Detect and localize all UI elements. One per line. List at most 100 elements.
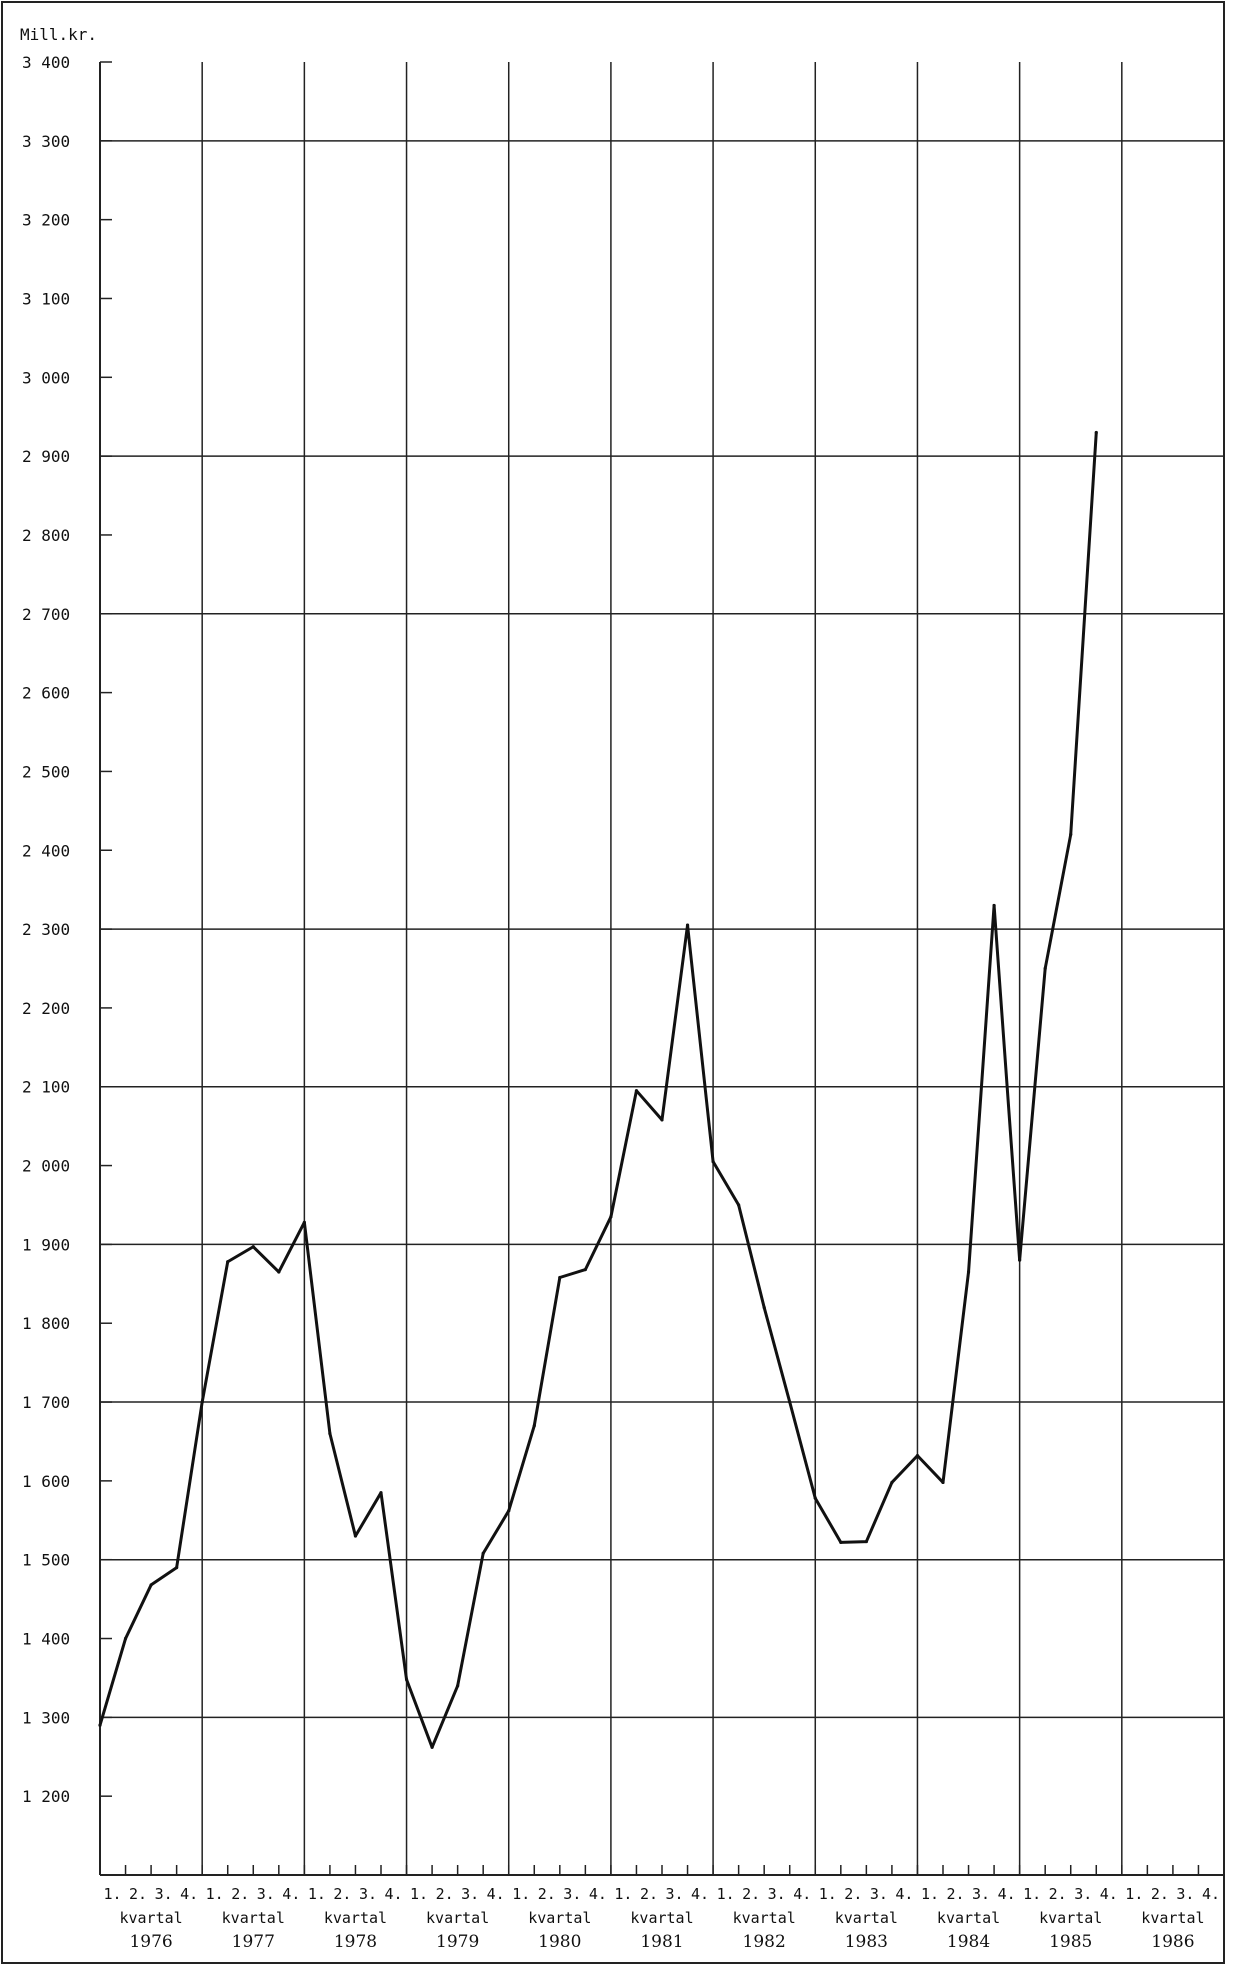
quarter-label: 2.: [129, 1885, 147, 1903]
quarter-label: 3.: [870, 1885, 888, 1903]
year-label: 1982: [743, 1932, 786, 1952]
y-tick-label: 1 800: [22, 1314, 70, 1333]
year-label: 1986: [1151, 1932, 1194, 1952]
y-tick-label: 1 900: [22, 1235, 70, 1254]
data-point: [941, 1480, 945, 1485]
year-label: 1980: [538, 1932, 581, 1952]
y-tick-label: 2 700: [22, 605, 70, 624]
quarter-label: 1.: [512, 1885, 530, 1903]
quarter-label: 4.: [1202, 1885, 1220, 1903]
period-label: kvartal: [222, 1909, 285, 1927]
y-axis: 1 200 1 300 1 400 1 500 1 600 1 700 1 800 1 900…: [22, 53, 112, 1875]
quarter-label: 2.: [1151, 1885, 1169, 1903]
data-point: [992, 903, 996, 908]
quarter-label: 1.: [206, 1885, 224, 1903]
quarter-label: 3.: [972, 1885, 990, 1903]
y-tick-label: 2 300: [22, 920, 70, 939]
period-label: kvartal: [426, 1909, 489, 1927]
quarter-label: 4.: [793, 1885, 811, 1903]
quarter-label: 2.: [1049, 1885, 1067, 1903]
quarter-label: 2.: [333, 1885, 351, 1903]
data-point: [558, 1275, 562, 1280]
y-tick-label: 1 200: [22, 1787, 70, 1806]
data-point: [813, 1496, 817, 1500]
period-label: kvartal: [1141, 1909, 1204, 1927]
data-point: [507, 1509, 511, 1513]
quarter-label: 2.: [844, 1885, 862, 1903]
data-point: [839, 1540, 843, 1544]
quarter-label: 1.: [819, 1885, 837, 1903]
x-axis: 1. 2. 3. 4. 1. 2. 3. 4. 1. 2. 3. 4. 1. 2. 3. 4. 1. 2. 3. 4.…: [99, 1865, 1225, 1952]
quarter-label: 2.: [640, 1885, 658, 1903]
data-point: [98, 1723, 102, 1727]
quarter-label: 1.: [1125, 1885, 1143, 1903]
data-point: [430, 1745, 434, 1749]
data-point: [226, 1260, 230, 1264]
year-label: 1985: [1049, 1932, 1092, 1952]
quarter-label: 1.: [308, 1885, 326, 1903]
quarter-label: 4.: [691, 1885, 709, 1903]
data-point: [634, 1089, 639, 1093]
data-point: [277, 1270, 281, 1274]
y-tick-label: 2 400: [22, 841, 70, 860]
quarter-label: 3.: [1176, 1885, 1194, 1903]
quarter-label: 4.: [998, 1885, 1016, 1903]
y-tick-label: 2 900: [22, 447, 70, 466]
quarter-label: 1.: [717, 1885, 735, 1903]
quarter-label: 2.: [231, 1885, 249, 1903]
data-point: [328, 1431, 332, 1436]
data-point: [711, 1160, 715, 1164]
quarter-label: 3.: [461, 1885, 479, 1903]
year-label: 1976: [129, 1932, 172, 1952]
data-point: [890, 1480, 894, 1485]
data-point: [1094, 430, 1098, 435]
year-label: 1977: [232, 1932, 275, 1952]
data-point: [685, 923, 690, 927]
period-label: kvartal: [119, 1909, 182, 1927]
quarter-label: 1.: [614, 1885, 632, 1903]
y-tick-label: 3 200: [22, 211, 70, 230]
data-point: [1069, 832, 1073, 837]
data-point: [788, 1400, 792, 1404]
data-point: [353, 1534, 358, 1538]
quarter-label: 4.: [384, 1885, 402, 1903]
data-point: [123, 1636, 128, 1641]
data-point: [915, 1454, 920, 1458]
period-label: kvartal: [937, 1909, 1000, 1927]
quarter-label: 3.: [1074, 1885, 1092, 1903]
quarter-label: 1.: [103, 1885, 121, 1903]
y-tick-label: 3 000: [22, 368, 70, 387]
period-label: kvartal: [324, 1909, 387, 1927]
year-label: 1981: [640, 1932, 683, 1952]
quarter-label: 4.: [180, 1885, 198, 1903]
data-point: [532, 1424, 536, 1428]
quarter-label: 1.: [410, 1885, 428, 1903]
data-point: [302, 1220, 306, 1224]
quarter-label: 3.: [768, 1885, 786, 1903]
quarter-label: 4.: [1100, 1885, 1118, 1903]
quarter-label: 3.: [359, 1885, 377, 1903]
y-tick-label: 2 200: [22, 999, 70, 1018]
quarter-label: 2.: [742, 1885, 760, 1903]
data-point: [966, 1270, 971, 1274]
quarter-label: 2.: [538, 1885, 556, 1903]
data-point: [737, 1203, 741, 1207]
y-tick-label: 2 600: [22, 684, 70, 703]
y-tick-label: 3 400: [22, 53, 70, 72]
y-tick-label: 1 400: [22, 1630, 70, 1649]
quarter-label: 3.: [155, 1885, 173, 1903]
quarter-label: 2.: [946, 1885, 964, 1903]
y-tick-label: 2 500: [22, 762, 70, 781]
data-point: [200, 1400, 204, 1404]
quarter-label: 4.: [895, 1885, 913, 1903]
y-tick-label: 3 300: [22, 132, 70, 151]
data-point: [404, 1677, 409, 1682]
period-label: kvartal: [835, 1909, 898, 1927]
period-label: kvartal: [528, 1909, 591, 1927]
quarter-label: 3.: [563, 1885, 581, 1903]
year-label: 1984: [947, 1932, 990, 1952]
year-label: 1983: [845, 1932, 888, 1952]
data-point: [481, 1551, 485, 1555]
